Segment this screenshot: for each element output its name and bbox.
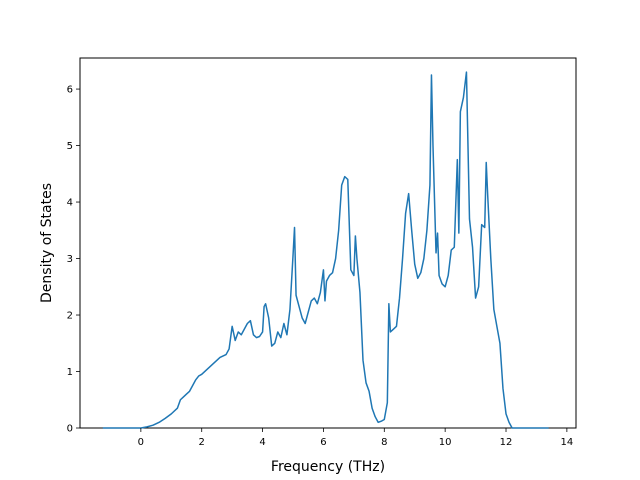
- y-tick-label: 0: [67, 424, 73, 435]
- x-tick-label: 6: [320, 437, 326, 448]
- y-tick-label: 4: [67, 198, 73, 209]
- y-axis-ticks: 0 1 2 3 4 5 6: [67, 85, 80, 435]
- y-tick-label: 2: [67, 311, 73, 322]
- series-layer: [102, 71, 549, 429]
- y-tick-label: 5: [67, 141, 73, 152]
- y-tick-label: 3: [67, 254, 73, 265]
- x-tick-label: 2: [199, 437, 205, 448]
- x-tick-label: 4: [259, 437, 265, 448]
- y-tick-label: 6: [67, 85, 73, 96]
- x-axis-label: Frequency (THz): [271, 459, 385, 475]
- x-tick-label: 10: [439, 437, 452, 448]
- plot-area-frame: [79, 57, 577, 429]
- x-tick-label: 12: [500, 437, 513, 448]
- y-tick-label: 1: [67, 367, 73, 378]
- x-axis-ticks: 0 2 4 6 8 10 12 14: [138, 428, 574, 448]
- dos-series-line-0: [102, 71, 549, 429]
- y-axis-label: Density of States: [39, 183, 55, 303]
- x-tick-label: 8: [381, 437, 387, 448]
- x-tick-label: 0: [138, 437, 144, 448]
- x-tick-label: 14: [561, 437, 574, 448]
